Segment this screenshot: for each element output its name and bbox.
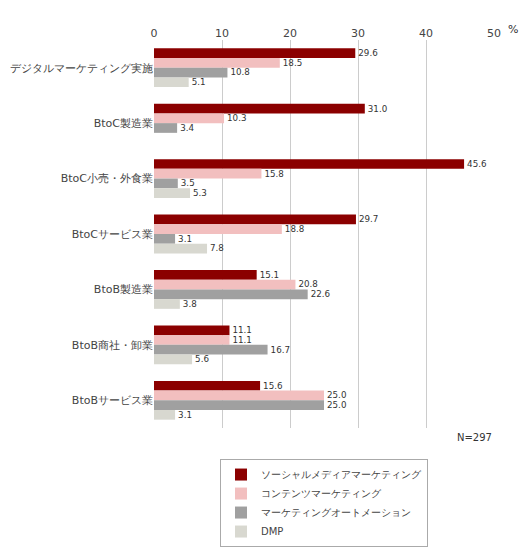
svg-text:N=297: N=297 <box>457 432 492 443</box>
svg-text:11.1: 11.1 <box>232 335 251 345</box>
svg-text:15.8: 15.8 <box>264 169 283 179</box>
svg-text:%: % <box>508 23 518 36</box>
svg-text:ソーシャルメディアマーケティング: ソーシャルメディアマーケティング <box>261 469 422 480</box>
svg-text:5.1: 5.1 <box>192 77 206 87</box>
svg-text:18.8: 18.8 <box>285 224 304 234</box>
svg-text:40: 40 <box>419 27 433 40</box>
svg-text:7.8: 7.8 <box>210 243 224 253</box>
svg-text:BtoC製造業: BtoC製造業 <box>94 117 153 130</box>
svg-text:29.7: 29.7 <box>359 214 378 224</box>
svg-text:3.4: 3.4 <box>180 123 194 133</box>
svg-text:デジタルマーケティング実施: デジタルマーケティング実施 <box>10 62 153 75</box>
svg-text:31.0: 31.0 <box>368 104 387 114</box>
svg-text:0: 0 <box>151 27 158 40</box>
svg-text:25.0: 25.0 <box>327 400 346 410</box>
svg-text:BtoC小売・外食業: BtoC小売・外食業 <box>61 172 153 185</box>
svg-text:15.6: 15.6 <box>263 381 282 391</box>
svg-text:BtoB商社・卸業: BtoB商社・卸業 <box>72 339 153 352</box>
svg-text:20.8: 20.8 <box>298 279 317 289</box>
svg-text:3.5: 3.5 <box>181 178 195 188</box>
svg-text:3.1: 3.1 <box>178 234 192 244</box>
svg-text:18.5: 18.5 <box>283 58 302 68</box>
svg-text:3.1: 3.1 <box>178 410 192 420</box>
svg-text:15.1: 15.1 <box>260 270 279 280</box>
svg-text:10: 10 <box>215 27 229 40</box>
svg-text:20: 20 <box>283 27 297 40</box>
svg-text:BtoCサービス業: BtoCサービス業 <box>72 228 153 241</box>
svg-text:コンテンツマーケティング: コンテンツマーケティング <box>261 488 382 499</box>
svg-text:5.3: 5.3 <box>193 188 207 198</box>
svg-text:BtoBサービス業: BtoBサービス業 <box>72 394 153 407</box>
svg-text:10.3: 10.3 <box>227 113 246 123</box>
svg-text:5.6: 5.6 <box>195 354 209 364</box>
svg-text:50: 50 <box>487 27 501 40</box>
svg-text:45.6: 45.6 <box>467 159 486 169</box>
svg-text:BtoB製造業: BtoB製造業 <box>94 283 153 296</box>
svg-text:マーケティングオートメーション: マーケティングオートメーション <box>261 507 411 518</box>
svg-text:3.8: 3.8 <box>183 299 197 309</box>
svg-text:25.0: 25.0 <box>327 390 346 400</box>
svg-text:11.1: 11.1 <box>232 325 251 335</box>
svg-text:16.7: 16.7 <box>271 345 290 355</box>
svg-text:10.8: 10.8 <box>230 67 249 77</box>
svg-text:30: 30 <box>351 27 365 40</box>
svg-text:DMP: DMP <box>261 526 283 537</box>
svg-text:22.6: 22.6 <box>311 289 330 299</box>
svg-text:29.6: 29.6 <box>358 48 377 58</box>
